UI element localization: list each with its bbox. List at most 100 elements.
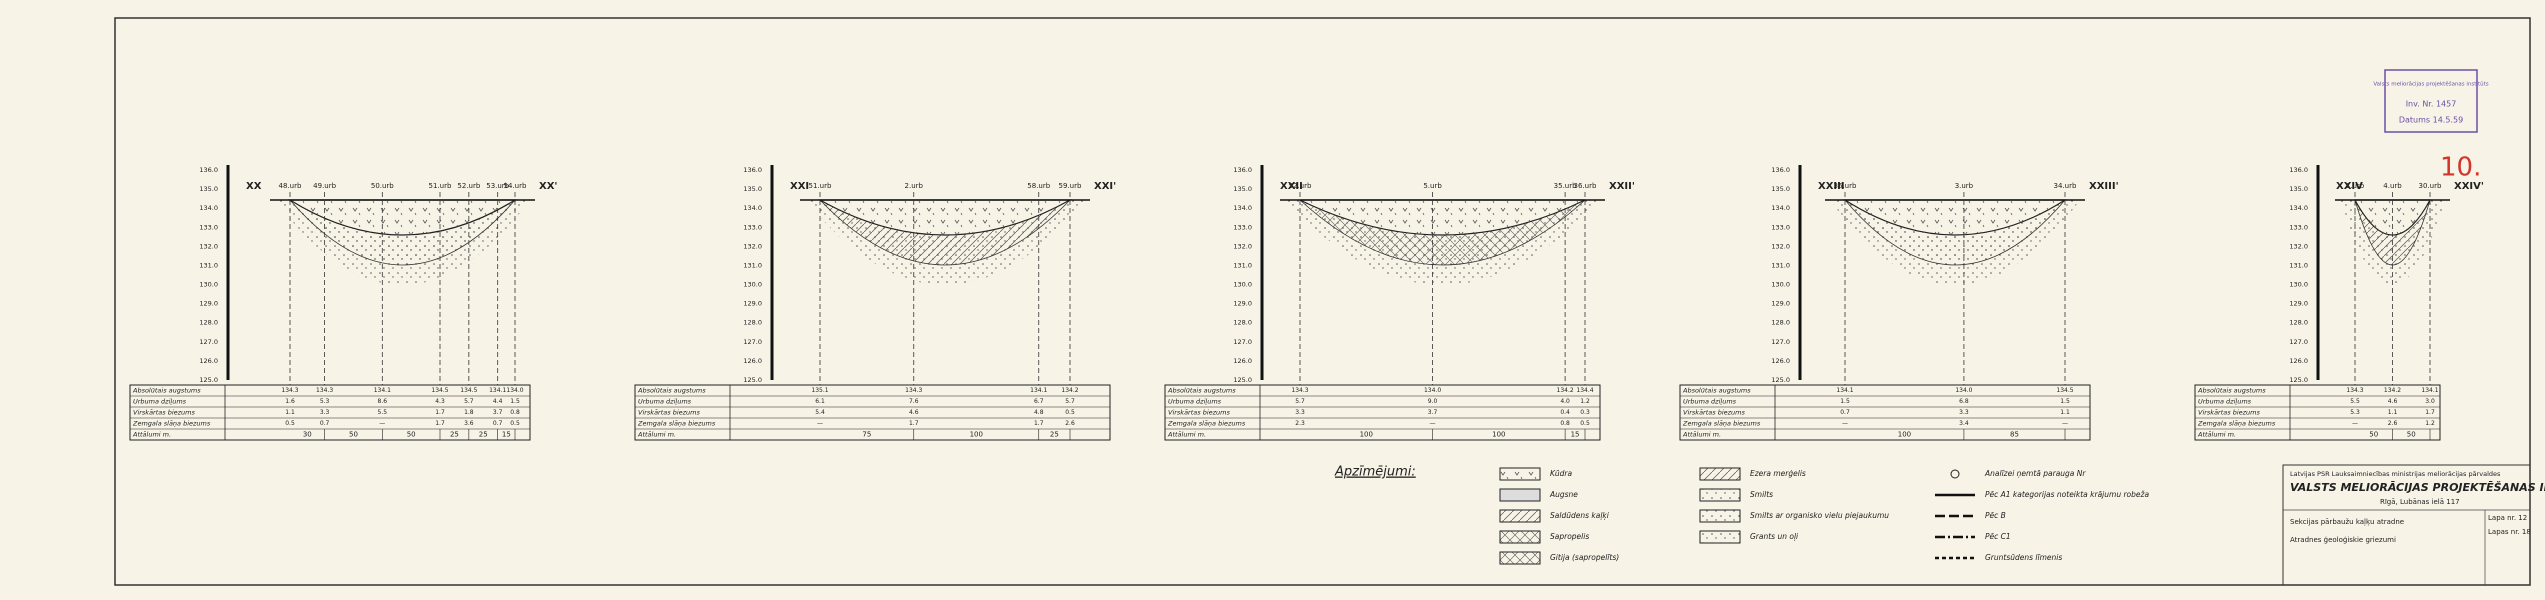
axis-label: 128.0 [743,319,762,327]
row-header: Zemgala slāņa biezums [1167,420,1246,428]
table-value: 1.1 [285,409,295,416]
sheets: Lapas nr. 18 [2488,528,2531,536]
distance: 25 [450,431,459,439]
row-header: Urbuma dziļums [638,398,692,406]
table-value: 134.0 [1424,387,1441,394]
axis-label: 135.0 [199,185,218,193]
axis-label: 131.0 [199,261,218,269]
row-header: Urbuma dziļums [2198,398,2252,406]
axis-label: 131.0 [1771,261,1790,269]
borehole-label: 50.urb [371,182,394,190]
legend-label: Ezera merģelis [1750,469,1806,478]
section-label: XXIII [1818,181,1845,192]
axis-label: 133.0 [2289,223,2308,231]
table-value: 134.1 [2421,387,2438,394]
table-value: 6.1 [815,398,825,405]
row-header: Attālumi m. [1682,431,1721,439]
legend-swatch [1699,509,1741,523]
table-value: 1.1 [2060,409,2070,416]
axis-label: 129.0 [199,300,218,308]
distance: 15 [1571,431,1580,439]
axis-label: 136.0 [1771,166,1790,174]
axis-label: 129.0 [743,300,762,308]
legend-swatch [1699,467,1741,481]
row-header: Absolūtais augstums [1167,387,1236,395]
table-value: 134.5 [2056,387,2073,394]
axis-label: 135.0 [2289,185,2308,193]
legend-swatch [1499,467,1541,481]
axis-label: 131.0 [743,261,762,269]
table-value: 8.6 [378,398,388,405]
table-value: 4.3 [435,398,445,405]
table-value: 0.3 [1580,409,1590,416]
legend-label: Gitija (sapropelīts) [1550,553,1619,562]
table-value: — [1842,420,1848,427]
borehole-label: 58.urb [1027,182,1050,190]
distance: 100 [970,431,983,439]
table-value: 4.6 [909,409,919,416]
legend-label: Kūdra [1550,469,1573,478]
distance: 85 [2010,431,2019,439]
table-value: 1.8 [464,409,474,416]
axis-label: 128.0 [2289,319,2308,327]
borehole-label: 2.urb [905,182,924,190]
table-value: 134.1 [489,387,506,394]
axis-label: 132.0 [1771,242,1790,250]
row-header: Urbuma dziļums [1683,398,1737,406]
axis-label: 130.0 [1233,281,1252,289]
table-value: 3.4 [1959,420,1969,427]
table-value: 5.4 [815,409,825,416]
table-value: 134.2 [1557,387,1574,394]
axis-label: 134.0 [1233,204,1252,212]
borehole-label: 35.urb [1554,182,1577,190]
axis-label: 125.0 [1233,376,1252,384]
table-value: 3.3 [320,409,330,416]
legend-label: Saldūdens kaļķi [1550,511,1610,520]
table-value: — [817,420,823,427]
table-value: 134.3 [281,387,298,394]
title-block-frame [2282,464,2531,586]
table-value: — [1430,420,1436,427]
distance: 25 [479,431,488,439]
table-value: 1.2 [1580,398,1590,405]
row-header: Zemgala slāņa biezums [2197,420,2276,428]
row-header: Attālumi m. [637,431,676,439]
borehole-label: 54.urb [504,182,527,190]
axis-label: 130.0 [199,281,218,289]
borehole-label: 36.urb [1574,182,1597,190]
borehole-label: 51.urb [429,182,452,190]
axis-label: 126.0 [1233,357,1252,365]
axis-label: 134.0 [2289,204,2308,212]
borehole-label: 49.urb [313,182,336,190]
table-value: 134.2 [1061,387,1078,394]
row-header: Urbuma dziļums [133,398,187,406]
table-value: 0.5 [1580,420,1590,427]
axis-label: 130.0 [743,281,762,289]
table-value: 134.3 [316,387,333,394]
table-value: 3.3 [1295,409,1305,416]
peat-fill [1300,200,1585,235]
table-value: 5.7 [464,398,474,405]
axis-label: 125.0 [199,376,218,384]
distance: 50 [2369,431,2378,439]
borehole-label: 52.urb [1289,182,1312,190]
table-value: 134.1 [1836,387,1853,394]
table-value: 5.7 [1295,398,1305,405]
borehole-label: 48.urb [279,182,302,190]
legend-swatch [1499,488,1541,502]
row-header: Attālumi m. [2197,431,2236,439]
row-header: Absolūtais augstums [132,387,201,395]
borehole-label: 4.urb [2383,182,2402,190]
legend-swatch [1699,530,1741,544]
distance: 50 [407,431,416,439]
legend-swatch [1499,551,1541,565]
row-header: Zemgala slāņa biezums [132,420,211,428]
table-value: 1.5 [1840,398,1850,405]
peat-fill [820,200,1070,235]
borehole-label: 1.urb [2346,182,2365,190]
table-value: 6.8 [1959,398,1969,405]
table-value: 0.8 [510,409,520,416]
legend-label: Gruntsūdens līmenis [1985,553,2062,562]
table-value: 2.6 [1065,420,1075,427]
